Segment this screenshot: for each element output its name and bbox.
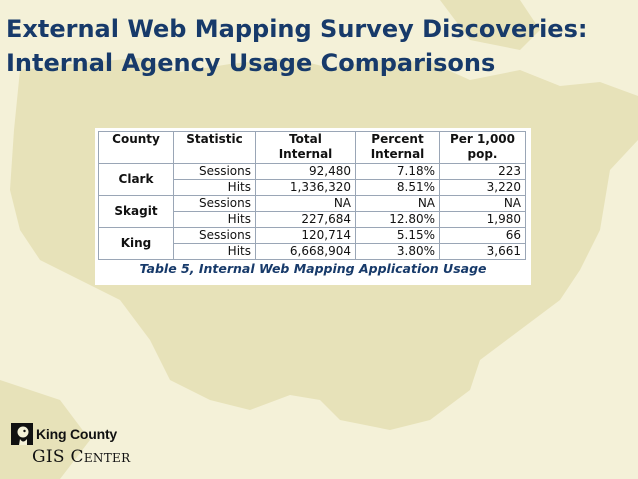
usage-table-card: County Statistic Total Internal Percent …	[95, 128, 531, 285]
county-cell: Clark	[98, 163, 174, 196]
table-row: Skagit Sessions NA NA NA	[98, 195, 526, 228]
per-1000-cell: 3,220	[439, 179, 526, 196]
table-row: Hits 6,668,904 3.80% 3,661	[99, 243, 526, 260]
logo-text-gis-center: GIS Center	[32, 447, 130, 467]
header-text: Internal	[278, 147, 333, 161]
table-caption: Table 5, Internal Web Mapping Applicatio…	[139, 261, 487, 276]
column-header-per-1000-pop: Per 1,000 pop.	[439, 131, 526, 164]
table-row: Clark Sessions 92,480 7.18% 223	[98, 163, 526, 196]
statistic-cell: Hits	[173, 179, 256, 196]
column-header-total-internal: Total Internal	[255, 131, 356, 164]
table-row: King Sessions 120,714 5.15% 66	[98, 227, 526, 260]
header-text: Per 1,000	[450, 132, 515, 146]
percent-internal-cell: 3.80%	[355, 243, 440, 260]
percent-internal-cell: 8.51%	[355, 179, 440, 196]
logo-text-gis: GIS	[32, 447, 71, 467]
title-line-2: Internal Agency Usage Comparisons	[6, 49, 496, 77]
total-internal-cell: 6,668,904	[255, 243, 356, 260]
column-header-percent-internal: Percent Internal	[355, 131, 440, 164]
statistic-cell: Sessions	[173, 163, 256, 180]
slide-title: External Web Mapping Survey Discoveries:…	[6, 12, 587, 80]
header-text: County	[112, 132, 160, 146]
header-text: pop.	[467, 147, 498, 161]
percent-internal-cell: 12.80%	[355, 211, 440, 228]
table-header-row: County Statistic Total Internal Percent …	[98, 131, 526, 164]
statistic-cell: Hits	[173, 211, 256, 228]
statistic-cell: Sessions	[173, 195, 256, 212]
per-1000-cell: 223	[439, 163, 526, 180]
king-county-gis-logo: King County GIS Center	[8, 420, 168, 470]
total-internal-cell: 92,480	[255, 163, 356, 180]
percent-internal-cell: NA	[355, 195, 440, 212]
county-cell: Skagit	[98, 195, 174, 228]
percent-internal-cell: 5.15%	[355, 227, 440, 244]
statistic-cell: Sessions	[173, 227, 256, 244]
logo-text-king-county: King County	[36, 426, 118, 442]
total-internal-cell: 1,336,320	[255, 179, 356, 196]
percent-internal-cell: 7.18%	[355, 163, 440, 180]
per-1000-cell: 1,980	[439, 211, 526, 228]
king-county-emblem-icon	[11, 423, 33, 445]
usage-table: County Statistic Total Internal Percent …	[98, 131, 526, 260]
column-header-county: County	[98, 131, 174, 164]
per-1000-cell: 66	[439, 227, 526, 244]
county-cell: King	[98, 227, 174, 260]
total-internal-cell: 120,714	[255, 227, 356, 244]
column-header-statistic: Statistic	[173, 131, 256, 164]
statistic-cell: Hits	[173, 243, 256, 260]
header-text: Total	[289, 132, 322, 146]
header-text: Statistic	[186, 132, 243, 146]
title-line-1: External Web Mapping Survey Discoveries:	[6, 15, 588, 43]
total-internal-cell: 227,684	[255, 211, 356, 228]
total-internal-cell: NA	[255, 195, 356, 212]
header-text: Percent	[371, 132, 424, 146]
header-text: Internal	[370, 147, 425, 161]
logo-text-center: Center	[70, 447, 131, 467]
per-1000-cell: 3,661	[439, 243, 526, 260]
per-1000-cell: NA	[439, 195, 526, 212]
